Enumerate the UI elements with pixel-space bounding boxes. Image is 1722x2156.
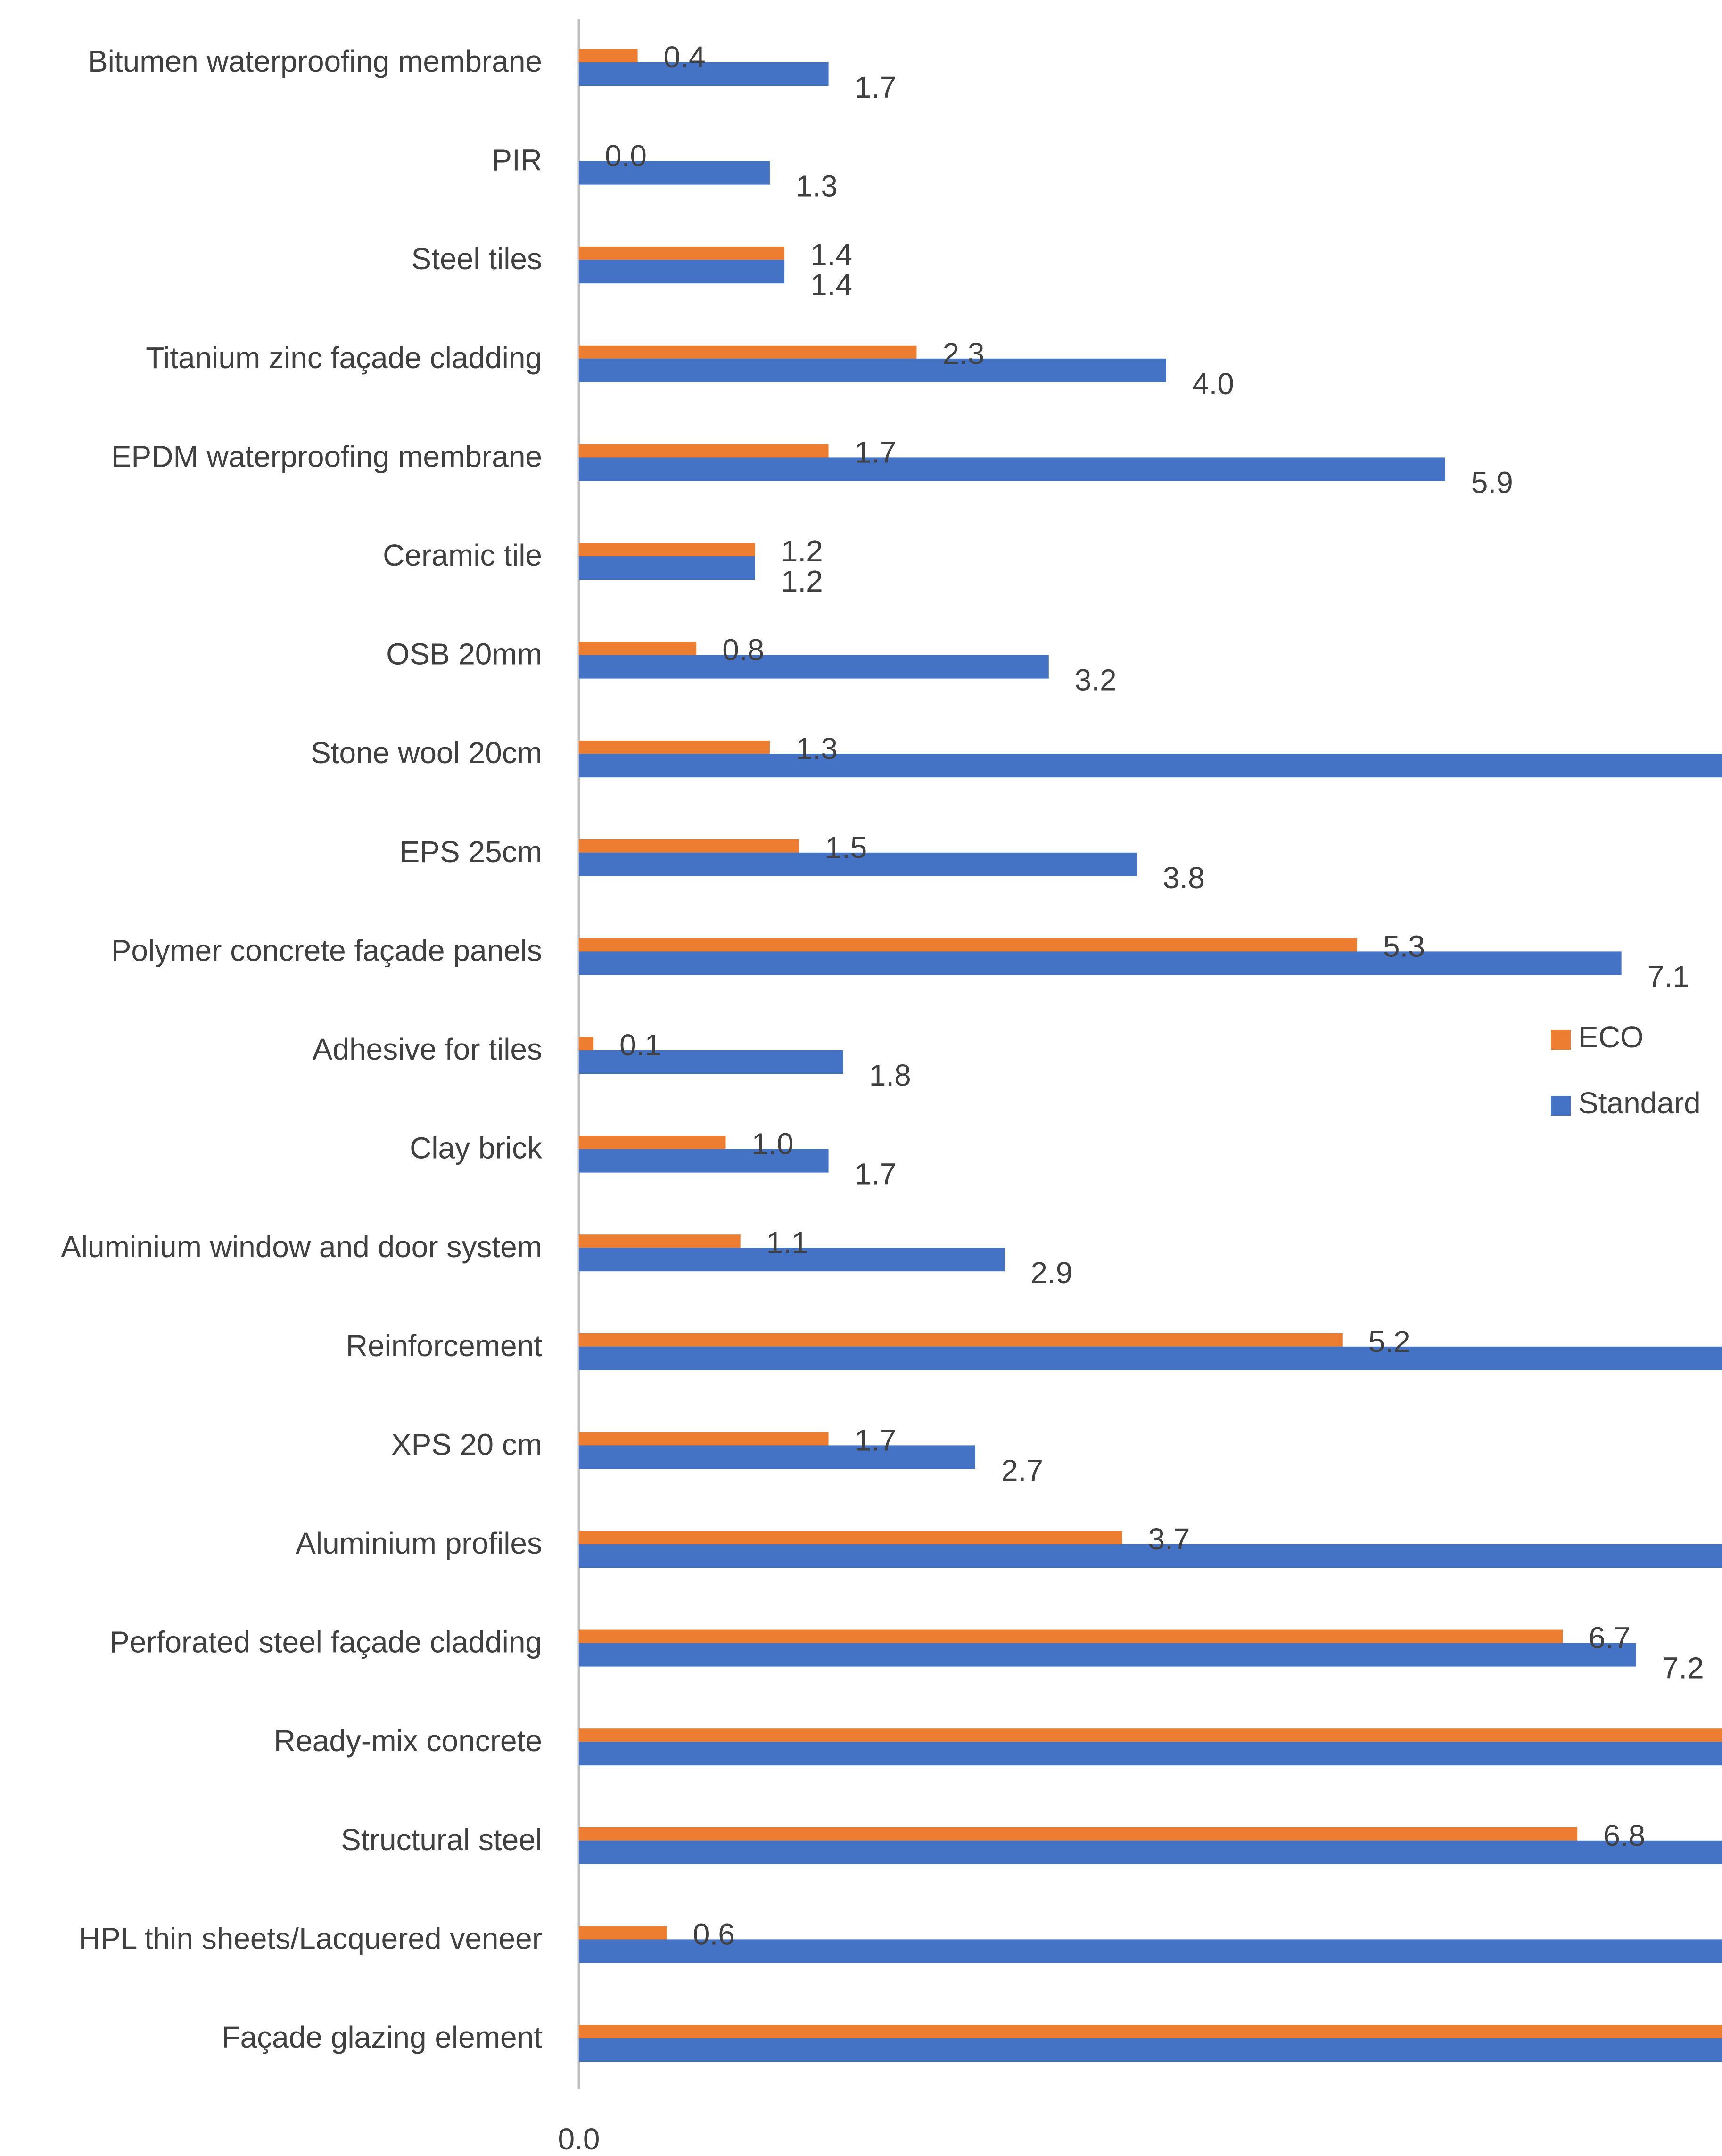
data-label-eco: 1.5 [825, 831, 867, 864]
bar-standard [579, 161, 770, 185]
data-label-eco: 5.2 [1368, 1325, 1410, 1358]
bar-standard [579, 1643, 1636, 1667]
bar-standard [579, 1742, 1722, 1766]
data-label-eco: 1.0 [752, 1127, 794, 1161]
category-label: Polymer concrete façade panels [111, 933, 542, 967]
category-label: Aluminium window and door system [61, 1230, 542, 1264]
data-labels: 0.4 0.0 1.4 2.3 1.7 1.2 0.8 1.3 1.5 5.3 0.1 1.0 1.1 5… [605, 40, 1704, 1951]
category-label: Adhesive for tiles [313, 1032, 542, 1066]
data-label-eco: 6.8 [1603, 1819, 1645, 1852]
category-label: EPS 25cm [400, 835, 542, 869]
bars [579, 49, 1722, 2062]
legend-label-standard: Standard [1578, 1086, 1701, 1120]
legend-swatch-eco [1551, 1030, 1571, 1050]
category-label: Ceramic tile [383, 538, 542, 572]
data-label-eco: 0.4 [664, 40, 706, 74]
data-label-standard: 7.2 [1662, 1651, 1704, 1685]
data-label-standard: 3.8 [1163, 861, 1205, 895]
data-label-eco: 3.7 [1148, 1522, 1190, 1556]
data-label-standard: 1.7 [855, 1157, 897, 1191]
category-label: Ready-mix concrete [274, 1724, 542, 1758]
bar-standard [579, 1346, 1722, 1370]
category-label: XPS 20 cm [391, 1427, 542, 1461]
bar-standard [579, 655, 1049, 679]
category-label: Steel tiles [412, 242, 542, 276]
data-label-eco: 5.3 [1383, 929, 1425, 963]
data-label-eco: 1.7 [855, 435, 897, 469]
data-label-eco: 0.8 [722, 633, 764, 667]
bar-standard [579, 951, 1622, 975]
data-label-standard: 1.3 [796, 169, 838, 203]
bar-standard [579, 1544, 1722, 1568]
bar-standard [579, 1149, 829, 1173]
data-label-standard: 1.4 [810, 268, 852, 302]
bar-standard [579, 1445, 976, 1469]
data-label-eco: 1.3 [796, 732, 838, 765]
data-label-standard: 1.8 [869, 1058, 911, 1092]
category-label: Bitumen waterproofing membrane [88, 44, 542, 78]
data-label-standard: 2.9 [1030, 1256, 1072, 1290]
legend-label-eco: ECO [1578, 1020, 1644, 1054]
category-label: EPDM waterproofing membrane [111, 439, 542, 473]
x-tick-label: 0.0 [558, 2122, 600, 2156]
data-label-standard: 2.7 [1001, 1453, 1043, 1487]
bar-standard [579, 260, 785, 284]
data-label-eco: 1.4 [810, 238, 852, 272]
legend: ECO Standard [1551, 1020, 1701, 1120]
data-label-standard: 1.7 [855, 70, 897, 104]
bar-standard [579, 556, 755, 580]
bar-standard [579, 1840, 1722, 1864]
data-label-eco: 0.1 [619, 1028, 661, 1062]
category-label: Façade glazing element [222, 2020, 542, 2054]
data-label-standard: 4.0 [1192, 367, 1234, 401]
data-label-eco: 0.6 [693, 1917, 735, 1951]
bar-standard [579, 754, 1722, 778]
legend-swatch-standard [1551, 1096, 1571, 1116]
data-label-standard: 1.2 [781, 564, 823, 598]
data-label-eco: 1.7 [855, 1423, 897, 1457]
category-label: Perforated steel façade cladding [109, 1625, 542, 1659]
category-label: Reinforcement [346, 1329, 542, 1363]
bar-standard [579, 62, 829, 86]
bar-standard [579, 457, 1445, 481]
category-label: Clay brick [410, 1131, 543, 1165]
category-label: PIR [492, 143, 542, 177]
data-label-standard: 3.2 [1075, 663, 1117, 697]
data-label-eco: 1.2 [781, 534, 823, 568]
data-label-eco: 0.0 [605, 139, 647, 173]
category-label: Stone wool 20cm [311, 736, 542, 770]
category-label: HPL thin sheets/Lacquered veneer [79, 1921, 542, 1955]
x-axis-tick-labels: 0.010.020.030.040.050.060.0 [558, 2122, 600, 2156]
category-label: Structural steel [341, 1823, 542, 1857]
data-label-eco: 1.1 [766, 1226, 808, 1259]
data-label-standard: 7.1 [1648, 959, 1689, 993]
category-label: Aluminium profiles [296, 1526, 542, 1560]
data-label-standard: 5.9 [1471, 465, 1513, 499]
bar-standard [579, 1939, 1722, 1963]
bar-standard [579, 852, 1137, 876]
bar-standard [579, 1248, 1005, 1272]
category-label: OSB 20mm [386, 637, 542, 671]
data-label-eco: 2.3 [942, 337, 984, 370]
data-label-eco: 6.7 [1589, 1621, 1631, 1655]
category-label: Titanium zinc façade cladding [146, 341, 542, 375]
bar-standard [579, 358, 1166, 382]
bar-standard [579, 2038, 1722, 2062]
category-labels: Bitumen waterproofing membrane PIR Steel t… [61, 44, 543, 2054]
bar-standard [579, 1050, 843, 1074]
